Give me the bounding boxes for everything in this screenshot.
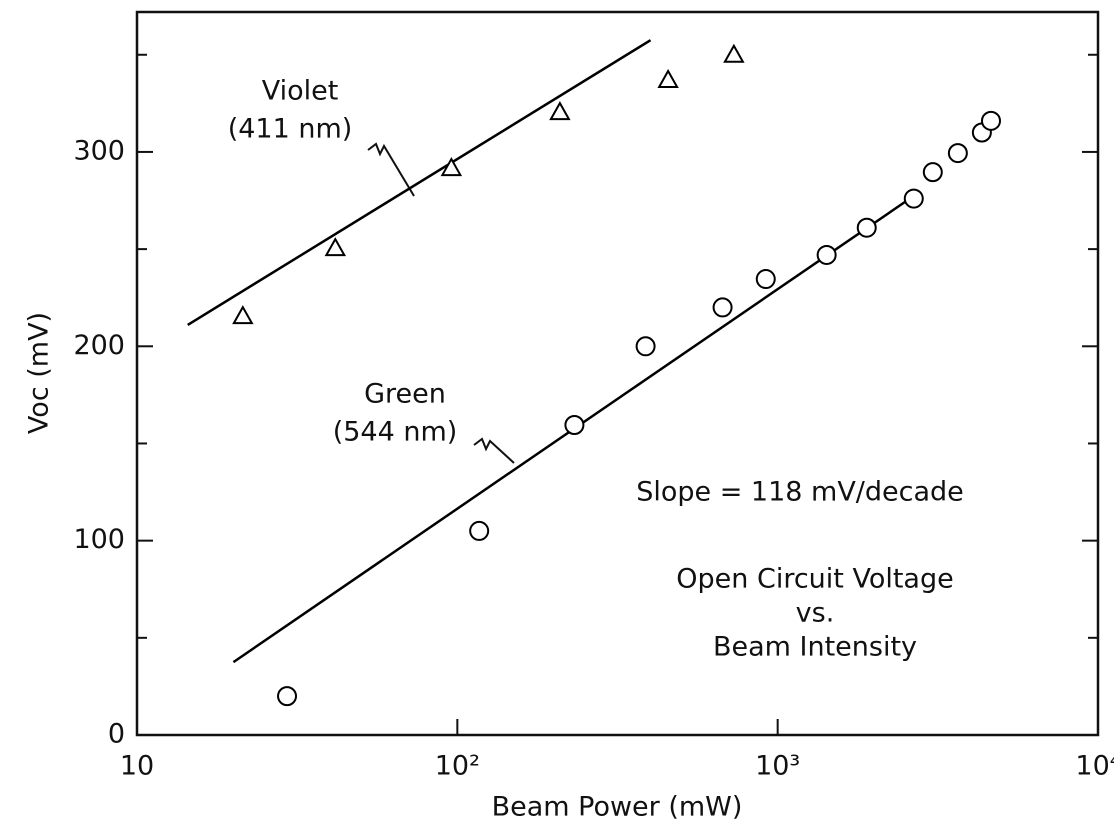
series-wavelength: (411 nm) (228, 114, 353, 145)
circle-marker (816, 244, 837, 265)
violet-arrow (367, 142, 415, 197)
plot-frame (135, 10, 1100, 737)
circle-marker (755, 269, 776, 290)
x-tick-label: 10² (435, 751, 480, 782)
triangle-marker (657, 68, 679, 89)
annotation: Slope = 118 mV/decade (636, 477, 964, 508)
x-tick-label: 10⁴ (1075, 751, 1114, 782)
y-tick-label: 0 (108, 719, 125, 750)
circle-marker (922, 162, 943, 183)
series-wavelength: (544 nm) (333, 417, 458, 448)
triangle-marker (324, 237, 347, 257)
circle-marker (856, 217, 877, 238)
circle-marker (564, 415, 585, 436)
y-axis-label: Voc (mV) (24, 312, 55, 434)
annotation: Beam Intensity (713, 632, 917, 663)
x-axis-label: Beam Power (mW) (492, 792, 743, 823)
circle-marker (277, 686, 298, 707)
triangle-marker (440, 157, 463, 177)
triangle-marker (232, 305, 254, 325)
y-tick-label: 300 (73, 135, 125, 166)
circle-marker (903, 188, 924, 209)
triangle-marker (723, 43, 745, 63)
annotation: vs. (796, 598, 835, 629)
annotation: Open Circuit Voltage (676, 564, 953, 595)
green-arrow (473, 437, 515, 464)
series-label: Violet (262, 76, 339, 107)
y-tick-label: 100 (73, 524, 125, 555)
series-label: Green (364, 379, 446, 410)
circle-marker (980, 110, 1001, 131)
circle-marker (469, 520, 490, 541)
triangle-marker (549, 101, 571, 121)
y-tick-label: 200 (73, 330, 125, 361)
x-tick-label: 10³ (755, 751, 800, 782)
circle-marker (635, 336, 656, 357)
x-tick-label: 10 (120, 751, 154, 782)
fit-line (187, 39, 652, 326)
circle-marker (947, 143, 968, 164)
circle-marker (712, 297, 733, 318)
